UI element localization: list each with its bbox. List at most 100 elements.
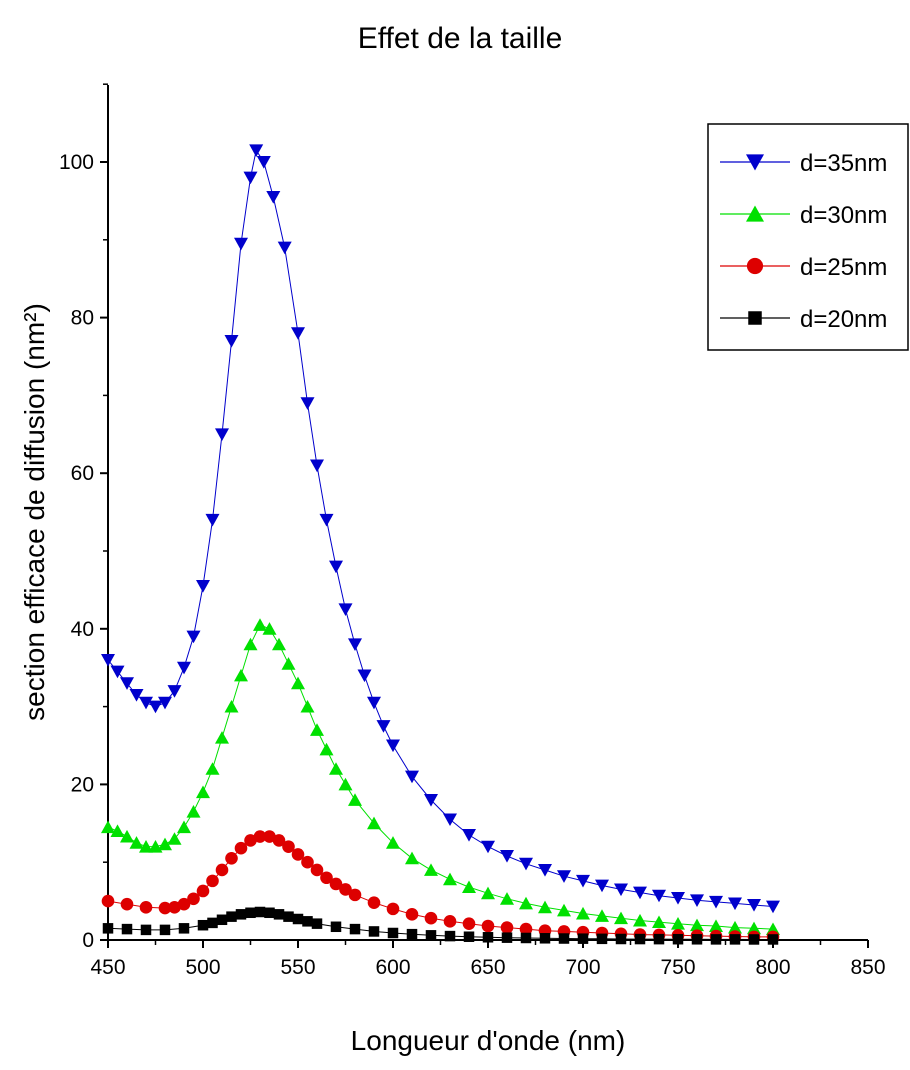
data-point bbox=[710, 934, 722, 945]
data-point bbox=[256, 156, 271, 169]
plot-area: 0 20 40 60 80 100 450 500 550 600 650 700 750 800 850 bbox=[59, 83, 886, 979]
data-point bbox=[425, 930, 437, 941]
data-point bbox=[139, 696, 153, 710]
data-point bbox=[310, 723, 324, 736]
data-point bbox=[462, 917, 476, 930]
data-point bbox=[348, 888, 362, 902]
data-point bbox=[462, 880, 476, 894]
data-point bbox=[406, 928, 418, 940]
data-point bbox=[443, 872, 457, 886]
data-point bbox=[595, 909, 609, 922]
legend-box bbox=[707, 123, 909, 351]
data-point bbox=[614, 883, 628, 897]
data-point bbox=[652, 915, 666, 929]
data-point bbox=[168, 901, 181, 914]
data-point bbox=[633, 886, 647, 900]
data-point bbox=[538, 864, 552, 877]
data-point bbox=[671, 892, 685, 905]
data-point bbox=[557, 870, 571, 883]
data-point bbox=[443, 813, 457, 827]
data-point bbox=[376, 720, 391, 733]
data-point bbox=[301, 855, 314, 869]
data-point bbox=[196, 884, 210, 898]
legend-label: d=30nm bbox=[800, 202, 887, 229]
legend-item: d=35nm bbox=[720, 150, 887, 177]
data-point bbox=[330, 921, 342, 933]
data-point bbox=[728, 920, 742, 934]
legend-marker bbox=[746, 154, 764, 171]
y-tick-label: 20 bbox=[71, 773, 94, 796]
data-point bbox=[244, 834, 257, 847]
data-point bbox=[500, 921, 514, 934]
legend-items: d=35nm d=30nm d=25nm d=20nm bbox=[720, 150, 887, 333]
data-point bbox=[339, 883, 352, 896]
data-point bbox=[501, 932, 513, 943]
legend-item: d=30nm bbox=[720, 202, 887, 229]
data-point bbox=[101, 653, 115, 667]
legend-marker bbox=[746, 257, 764, 275]
data-point bbox=[110, 824, 125, 838]
data-point bbox=[653, 933, 665, 945]
data-point bbox=[595, 879, 609, 893]
data-point bbox=[205, 762, 220, 775]
data-point bbox=[520, 932, 532, 944]
series-layer bbox=[101, 144, 780, 945]
data-point bbox=[386, 739, 400, 753]
legend-item: d=20nm bbox=[720, 306, 887, 333]
data-point bbox=[633, 913, 647, 927]
data-point bbox=[253, 830, 267, 843]
data-point bbox=[311, 918, 323, 929]
data-point bbox=[319, 742, 334, 756]
data-point bbox=[300, 397, 315, 410]
legend-marker bbox=[746, 205, 764, 222]
data-point bbox=[215, 428, 229, 441]
data-point bbox=[263, 830, 276, 843]
data-point bbox=[177, 661, 191, 675]
data-point bbox=[539, 933, 551, 944]
data-point bbox=[310, 459, 324, 473]
data-point bbox=[281, 657, 296, 670]
data-point bbox=[186, 630, 201, 644]
data-point bbox=[120, 897, 134, 911]
y-axis-ticks: 0 20 40 60 80 100 bbox=[59, 83, 108, 952]
data-point bbox=[387, 927, 399, 939]
data-point bbox=[310, 863, 324, 877]
data-point bbox=[405, 851, 419, 865]
data-point bbox=[148, 700, 163, 714]
x-axis-ticks: 450 500 550 600 650 700 750 800 850 bbox=[90, 940, 886, 979]
data-point bbox=[291, 848, 305, 861]
y-tick-label: 60 bbox=[71, 462, 94, 485]
data-point bbox=[500, 850, 514, 863]
data-point bbox=[319, 513, 334, 527]
data-point bbox=[140, 924, 152, 936]
data-point bbox=[253, 618, 267, 631]
data-point bbox=[690, 918, 704, 932]
data-point bbox=[405, 908, 419, 921]
data-point bbox=[272, 834, 286, 847]
data-point bbox=[320, 871, 333, 885]
data-point bbox=[443, 915, 457, 928]
data-point bbox=[266, 191, 281, 204]
data-point bbox=[234, 841, 248, 855]
data-point bbox=[482, 932, 494, 943]
data-point bbox=[709, 919, 723, 932]
data-point bbox=[481, 886, 495, 900]
data-point bbox=[349, 923, 361, 935]
y-tick-label: 100 bbox=[59, 151, 94, 174]
x-tick-label: 650 bbox=[470, 956, 505, 979]
series-d=35nm bbox=[101, 144, 780, 914]
data-point bbox=[348, 638, 362, 652]
data-point bbox=[234, 237, 248, 251]
data-point bbox=[558, 933, 570, 944]
data-point bbox=[272, 637, 286, 651]
data-point bbox=[197, 919, 209, 931]
data-point bbox=[196, 580, 210, 593]
data-point bbox=[614, 911, 628, 925]
data-point bbox=[216, 914, 228, 926]
data-point bbox=[277, 241, 292, 255]
data-point bbox=[206, 874, 219, 888]
y-tick-label: 40 bbox=[71, 618, 94, 641]
data-point bbox=[186, 804, 201, 818]
data-point bbox=[101, 820, 115, 834]
y-tick-label: 80 bbox=[71, 307, 94, 330]
